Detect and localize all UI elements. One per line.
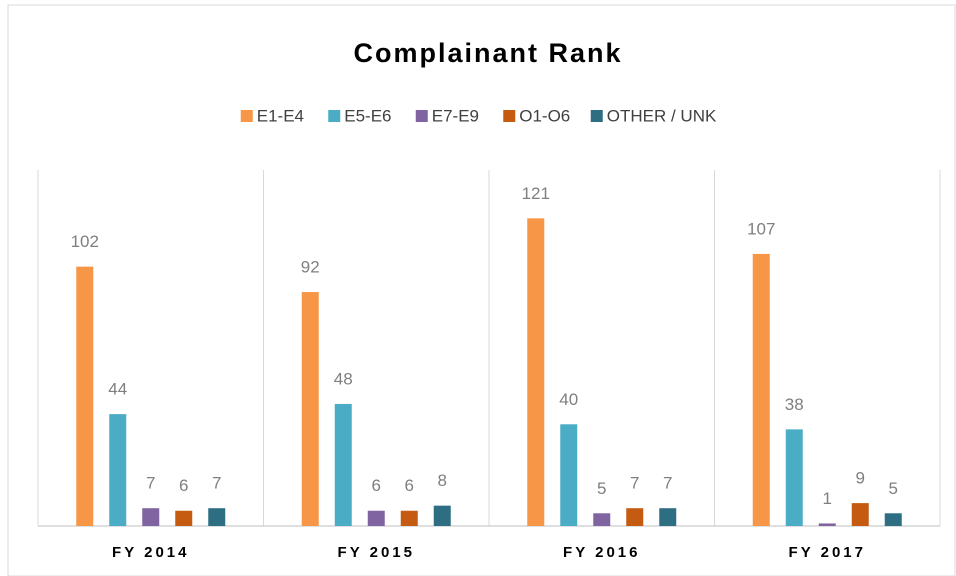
bar xyxy=(142,508,160,526)
bar xyxy=(626,508,644,526)
x-tick-label: FY 2017 xyxy=(789,544,866,561)
value-label: 6 xyxy=(372,476,381,495)
legend-label: E7-E9 xyxy=(432,106,479,125)
legend-swatch xyxy=(415,110,428,122)
x-tick-label: FY 2015 xyxy=(338,544,415,561)
value-label: 7 xyxy=(630,474,639,493)
value-label: 6 xyxy=(405,476,414,495)
bar xyxy=(208,508,226,526)
value-label: 5 xyxy=(597,479,606,498)
legend-swatch xyxy=(240,110,253,122)
value-label: 48 xyxy=(334,369,353,388)
bar xyxy=(851,503,869,526)
bar xyxy=(175,510,193,526)
value-label: 44 xyxy=(108,380,127,399)
value-label: 7 xyxy=(146,474,155,493)
bar xyxy=(785,429,803,526)
legend-swatch xyxy=(503,110,516,122)
bar xyxy=(109,414,127,526)
bar xyxy=(433,505,451,526)
bar xyxy=(527,218,545,527)
value-label: 9 xyxy=(856,469,865,488)
value-label: 5 xyxy=(889,479,898,498)
value-label: 38 xyxy=(785,395,804,414)
bar xyxy=(818,523,836,526)
bar xyxy=(76,266,94,526)
bar xyxy=(301,292,319,526)
legend-label: O1-O6 xyxy=(519,106,570,125)
value-label: 40 xyxy=(559,390,578,409)
bar xyxy=(334,403,352,526)
bar xyxy=(560,424,578,526)
value-label: 8 xyxy=(438,471,447,490)
bar xyxy=(367,510,385,526)
legend-swatch xyxy=(328,110,341,122)
bar xyxy=(752,253,770,526)
value-label: 6 xyxy=(179,476,188,495)
bar xyxy=(400,510,418,526)
x-tick-label: FY 2016 xyxy=(563,544,640,561)
bar xyxy=(593,513,611,526)
chart-title: Complainant Rank xyxy=(353,38,622,68)
bar xyxy=(884,513,902,526)
legend-label: OTHER / UNK xyxy=(607,106,717,125)
value-label: 121 xyxy=(522,184,550,203)
legend-swatch xyxy=(590,110,603,122)
bar xyxy=(659,508,677,526)
value-label: 7 xyxy=(663,474,672,493)
value-label: 102 xyxy=(71,232,99,251)
value-label: 107 xyxy=(747,219,775,238)
legend-label: E5-E6 xyxy=(344,106,391,125)
legend-label: E1-E4 xyxy=(257,106,304,125)
value-label: 1 xyxy=(823,489,832,508)
value-label: 7 xyxy=(212,474,221,493)
x-tick-label: FY 2014 xyxy=(112,544,189,561)
value-label: 92 xyxy=(301,258,320,277)
